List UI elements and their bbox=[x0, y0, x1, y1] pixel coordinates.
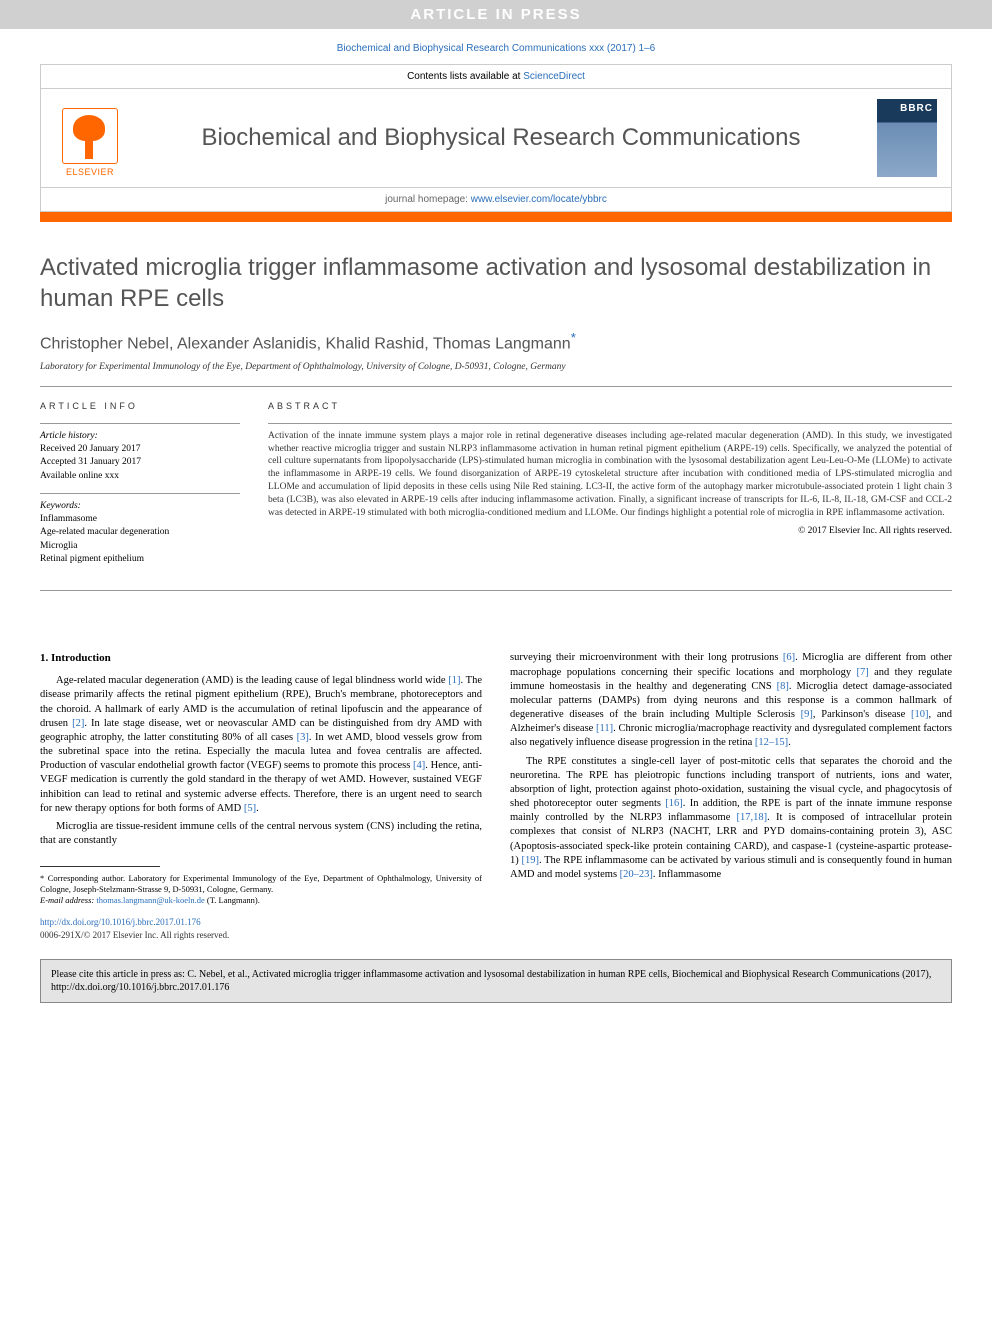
issn-copyright-line: 0006-291X/© 2017 Elsevier Inc. All right… bbox=[40, 929, 482, 941]
contents-prefix: Contents lists available at bbox=[407, 71, 523, 82]
abstract-column: ABSTRACT Activation of the innate immune… bbox=[268, 401, 952, 577]
doi-link[interactable]: http://dx.doi.org/10.1016/j.bbrc.2017.01… bbox=[40, 917, 201, 927]
email-suffix: (T. Langmann). bbox=[205, 895, 260, 905]
divider bbox=[40, 590, 952, 591]
journal-title: Biochemical and Biophysical Research Com… bbox=[125, 124, 877, 152]
email-footnote: E-mail address: thomas.langmann@uk-koeln… bbox=[40, 895, 482, 906]
footnote-separator bbox=[40, 866, 160, 867]
article-title: Activated microglia trigger inflammasome… bbox=[40, 252, 952, 314]
journal-header-box: Contents lists available at ScienceDirec… bbox=[40, 64, 952, 212]
article-history-block: Article history: Received 20 January 201… bbox=[40, 423, 240, 493]
body-column-right: surveying their microenvironment with th… bbox=[510, 651, 952, 940]
email-link[interactable]: thomas.langmann@uk-koeln.de bbox=[96, 895, 204, 905]
abstract-copyright: © 2017 Elsevier Inc. All rights reserved… bbox=[268, 525, 952, 538]
body-paragraph: Age-related macular degeneration (AMD) i… bbox=[40, 674, 482, 816]
body-paragraph: surveying their microenvironment with th… bbox=[510, 651, 952, 750]
article-info-column: ARTICLE INFO Article history: Received 2… bbox=[40, 401, 240, 577]
elsevier-logo: ELSEVIER bbox=[55, 99, 125, 177]
please-cite-box: Please cite this article in press as: C.… bbox=[40, 959, 952, 1003]
history-label: Article history: bbox=[40, 430, 240, 443]
keywords-label: Keywords: bbox=[40, 500, 240, 513]
article-info-heading: ARTICLE INFO bbox=[40, 401, 240, 411]
abstract-text: Activation of the innate immune system p… bbox=[268, 430, 952, 520]
keyword: Inflammasome bbox=[40, 513, 240, 526]
footnotes-block: * Corresponding author. Laboratory for E… bbox=[40, 873, 482, 906]
available-online: Available online xxx bbox=[40, 470, 240, 483]
homepage-prefix: journal homepage: bbox=[385, 194, 471, 205]
email-label: E-mail address: bbox=[40, 895, 96, 905]
orange-divider-bar bbox=[40, 212, 952, 222]
homepage-line: journal homepage: www.elsevier.com/locat… bbox=[41, 187, 951, 211]
accepted-date: Accepted 31 January 2017 bbox=[40, 456, 240, 469]
journal-cover-thumbnail: BBRC bbox=[877, 99, 937, 177]
corresponding-author-footnote: * Corresponding author. Laboratory for E… bbox=[40, 873, 482, 895]
citation-header: Biochemical and Biophysical Research Com… bbox=[0, 29, 992, 64]
homepage-link[interactable]: www.elsevier.com/locate/ybbrc bbox=[471, 194, 607, 205]
sciencedirect-link[interactable]: ScienceDirect bbox=[523, 71, 585, 82]
article-in-press-banner: ARTICLE IN PRESS bbox=[0, 0, 992, 29]
journal-cover-label: BBRC bbox=[900, 103, 933, 114]
body-paragraph: The RPE constitutes a single-cell layer … bbox=[510, 755, 952, 883]
authors-text: Christopher Nebel, Alexander Aslanidis, … bbox=[40, 336, 571, 353]
elsevier-tree-icon bbox=[62, 108, 118, 164]
elsevier-label: ELSEVIER bbox=[66, 167, 114, 177]
keywords-block: Keywords: Inflammasome Age-related macul… bbox=[40, 493, 240, 576]
contents-list-line: Contents lists available at ScienceDirec… bbox=[41, 65, 951, 89]
body-paragraph: Microglia are tissue-resident immune cel… bbox=[40, 820, 482, 848]
keyword: Retinal pigment epithelium bbox=[40, 553, 240, 566]
body-column-left: 1. Introduction Age-related macular dege… bbox=[40, 651, 482, 940]
corresponding-author-mark: * bbox=[571, 330, 576, 345]
doi-line: http://dx.doi.org/10.1016/j.bbrc.2017.01… bbox=[40, 916, 482, 928]
received-date: Received 20 January 2017 bbox=[40, 443, 240, 456]
keyword: Microglia bbox=[40, 540, 240, 553]
keyword: Age-related macular degeneration bbox=[40, 526, 240, 539]
body-two-column: 1. Introduction Age-related macular dege… bbox=[40, 651, 952, 940]
author-list: Christopher Nebel, Alexander Aslanidis, … bbox=[40, 330, 952, 353]
affiliation: Laboratory for Experimental Immunology o… bbox=[40, 362, 952, 372]
section-heading-introduction: 1. Introduction bbox=[40, 651, 482, 666]
abstract-heading: ABSTRACT bbox=[268, 401, 952, 411]
